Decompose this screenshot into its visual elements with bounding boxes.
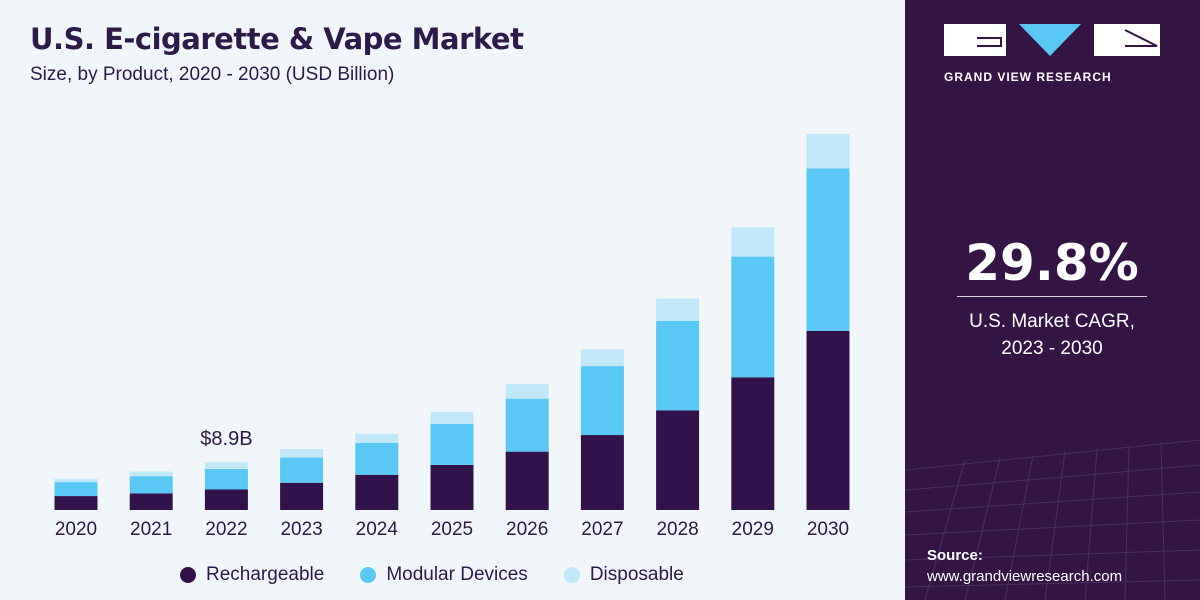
brand-name: GRAND VIEW RESEARCH bbox=[944, 70, 1112, 84]
gvr-logo-icon bbox=[944, 24, 1160, 56]
bar-modular-devices-2025 bbox=[430, 423, 474, 465]
legend-label-modular-devices: Modular Devices bbox=[386, 564, 528, 585]
bar-rechargeable-2024 bbox=[355, 474, 399, 510]
x-tick-label-2023: 2023 bbox=[280, 519, 322, 540]
legend-label-rechargeable: Rechargeable bbox=[206, 564, 325, 585]
cagr-label-line2: 2023 - 2030 bbox=[1001, 338, 1103, 359]
chart-legend: Rechargeable Modular Devices Disposable bbox=[180, 562, 684, 588]
x-tick-label-2024: 2024 bbox=[356, 519, 399, 540]
legend-swatch-modular-devices bbox=[360, 567, 377, 583]
bar-rechargeable-2020 bbox=[54, 496, 98, 510]
legend-label-disposable: Disposable bbox=[589, 564, 684, 585]
bar-modular-devices-2020 bbox=[54, 482, 98, 496]
bar-disposable-2020 bbox=[54, 478, 98, 483]
bar-modular-devices-2022 bbox=[204, 468, 248, 490]
bar-rechargeable-2030 bbox=[806, 330, 850, 510]
x-tick-label-2027: 2027 bbox=[581, 519, 623, 540]
bar-rechargeable-2026 bbox=[505, 451, 549, 510]
legend-swatch-rechargeable bbox=[180, 567, 196, 583]
bar-disposable-2028 bbox=[656, 298, 700, 321]
legend-item-rechargeable: Rechargeable bbox=[180, 564, 324, 586]
x-tick-label-2026: 2026 bbox=[506, 519, 548, 540]
data-label-2022: $8.9B bbox=[200, 428, 252, 450]
bar-modular-devices-2028 bbox=[656, 321, 700, 411]
chart-panel: U.S. E-cigarette & Vape Market Size, by … bbox=[0, 0, 905, 600]
bar-disposable-2027 bbox=[580, 349, 624, 367]
bar-modular-devices-2026 bbox=[505, 398, 549, 452]
bar-rechargeable-2027 bbox=[580, 435, 624, 510]
cagr-label-line1: U.S. Market CAGR, bbox=[969, 311, 1135, 332]
bar-disposable-2029 bbox=[731, 227, 775, 257]
legend-swatch-disposable bbox=[563, 567, 580, 583]
bar-modular-devices-2030 bbox=[806, 168, 850, 331]
x-tick-label-2022: 2022 bbox=[205, 519, 247, 540]
bar-disposable-2026 bbox=[505, 384, 549, 399]
bar-disposable-2030 bbox=[806, 133, 850, 169]
legend-item-modular-devices: Modular Devices bbox=[360, 564, 528, 586]
grid-floor-pattern bbox=[905, 439, 1200, 600]
x-tick-label-2025: 2025 bbox=[431, 519, 473, 540]
bar-disposable-2022 bbox=[204, 462, 248, 469]
chart-title: U.S. E-cigarette & Vape Market bbox=[30, 22, 524, 56]
brand-sidebar: GRAND VIEW RESEARCH 29.8% U.S. Market CA… bbox=[905, 0, 1200, 600]
chart-subtitle: Size, by Product, 2020 - 2030 (USD Billi… bbox=[30, 64, 395, 85]
bar-modular-devices-2027 bbox=[580, 366, 624, 436]
bar-rechargeable-2023 bbox=[280, 482, 324, 510]
bar-rechargeable-2025 bbox=[430, 464, 474, 510]
x-tick-label-2021: 2021 bbox=[130, 519, 172, 540]
source-label: Source: bbox=[927, 547, 983, 564]
sidebar-graphics bbox=[905, 24, 1200, 600]
bar-disposable-2025 bbox=[430, 411, 474, 424]
x-tick-label-2020: 2020 bbox=[55, 519, 97, 540]
bar-modular-devices-2021 bbox=[129, 476, 173, 494]
bar-rechargeable-2028 bbox=[656, 410, 700, 510]
bar-disposable-2024 bbox=[355, 433, 399, 443]
cagr-label: U.S. Market CAGR, 2023 - 2030 bbox=[942, 308, 1162, 362]
x-tick-label-2028: 2028 bbox=[656, 519, 698, 540]
bar-rechargeable-2021 bbox=[129, 493, 173, 510]
cagr-value: 29.8% bbox=[965, 234, 1139, 292]
bar-rechargeable-2022 bbox=[204, 489, 248, 510]
x-tick-label-2029: 2029 bbox=[732, 519, 774, 540]
source-block: Source: www.grandviewresearch.com bbox=[927, 545, 1122, 587]
cagr-divider bbox=[957, 296, 1147, 297]
bar-modular-devices-2029 bbox=[731, 256, 775, 378]
x-tick-label-2030: 2030 bbox=[807, 519, 849, 540]
source-url[interactable]: www.grandviewresearch.com bbox=[927, 568, 1123, 585]
stacked-bar-chart: 2020 2021 2022 $8.9B 2023 2024 2025 2026 2027 202… bbox=[54, 133, 850, 540]
bar-modular-devices-2023 bbox=[280, 457, 324, 483]
bar-rechargeable-2029 bbox=[731, 377, 775, 510]
bar-modular-devices-2024 bbox=[355, 443, 399, 475]
legend-item-disposable: Disposable bbox=[563, 564, 684, 586]
bar-disposable-2021 bbox=[129, 471, 173, 477]
bar-disposable-2023 bbox=[280, 449, 324, 458]
